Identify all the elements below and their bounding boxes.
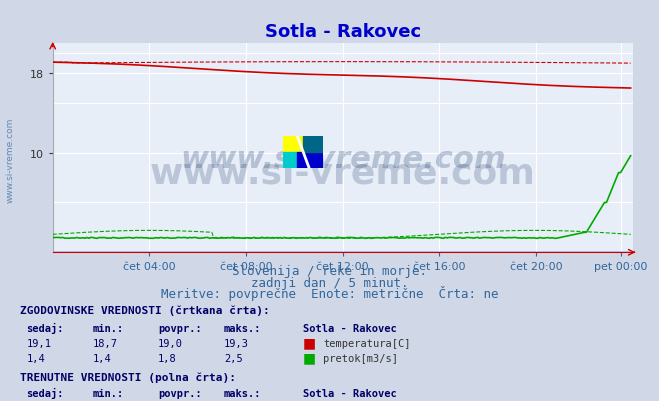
Text: sedaj:: sedaj: [26, 387, 64, 398]
Title: Sotla - Rakovec: Sotla - Rakovec [265, 23, 420, 41]
Text: TRENUTNE VREDNOSTI (polna črta):: TRENUTNE VREDNOSTI (polna črta): [20, 372, 236, 383]
Text: www.si-vreme.com: www.si-vreme.com [5, 118, 14, 203]
Bar [283, 136, 303, 152]
Text: Sotla - Rakovec: Sotla - Rakovec [303, 388, 397, 398]
Text: min.:: min.: [92, 323, 123, 333]
Text: ■: ■ [303, 350, 316, 364]
Text: 19,1: 19,1 [26, 338, 51, 348]
Text: 19,0: 19,0 [158, 338, 183, 348]
Text: 1,4: 1,4 [26, 353, 45, 363]
Text: Sotla - Rakovec: Sotla - Rakovec [303, 323, 397, 333]
Text: ■: ■ [303, 335, 316, 349]
Text: maks.:: maks.: [224, 388, 262, 398]
Text: www.si-vreme.com: www.si-vreme.com [150, 156, 536, 190]
Text: ■: ■ [303, 400, 316, 401]
Text: povpr.:: povpr.: [158, 323, 202, 333]
Text: maks.:: maks.: [224, 323, 262, 333]
Text: ZGODOVINSKE VREDNOSTI (črtkana črta):: ZGODOVINSKE VREDNOSTI (črtkana črta): [20, 304, 270, 315]
Text: min.:: min.: [92, 388, 123, 398]
Text: povpr.:: povpr.: [158, 388, 202, 398]
Text: zadnji dan / 5 minut.: zadnji dan / 5 minut. [251, 276, 408, 289]
Text: www.si-vreme.com: www.si-vreme.com [180, 144, 505, 173]
Text: pretok[m3/s]: pretok[m3/s] [323, 353, 398, 363]
Text: 18,7: 18,7 [92, 338, 117, 348]
Text: 1,4: 1,4 [92, 353, 111, 363]
Text: 2,5: 2,5 [224, 353, 243, 363]
Bar [303, 136, 323, 152]
Text: 19,3: 19,3 [224, 338, 249, 348]
Text: 1,8: 1,8 [158, 353, 177, 363]
Bar [283, 152, 297, 168]
Text: Meritve: povprečne  Enote: metrične  Črta: ne: Meritve: povprečne Enote: metrične Črta:… [161, 285, 498, 300]
Text: sedaj:: sedaj: [26, 322, 64, 333]
Text: temperatura[C]: temperatura[C] [323, 338, 411, 348]
Text: Slovenija / reke in morje.: Slovenija / reke in morje. [232, 265, 427, 277]
Bar [297, 152, 323, 168]
